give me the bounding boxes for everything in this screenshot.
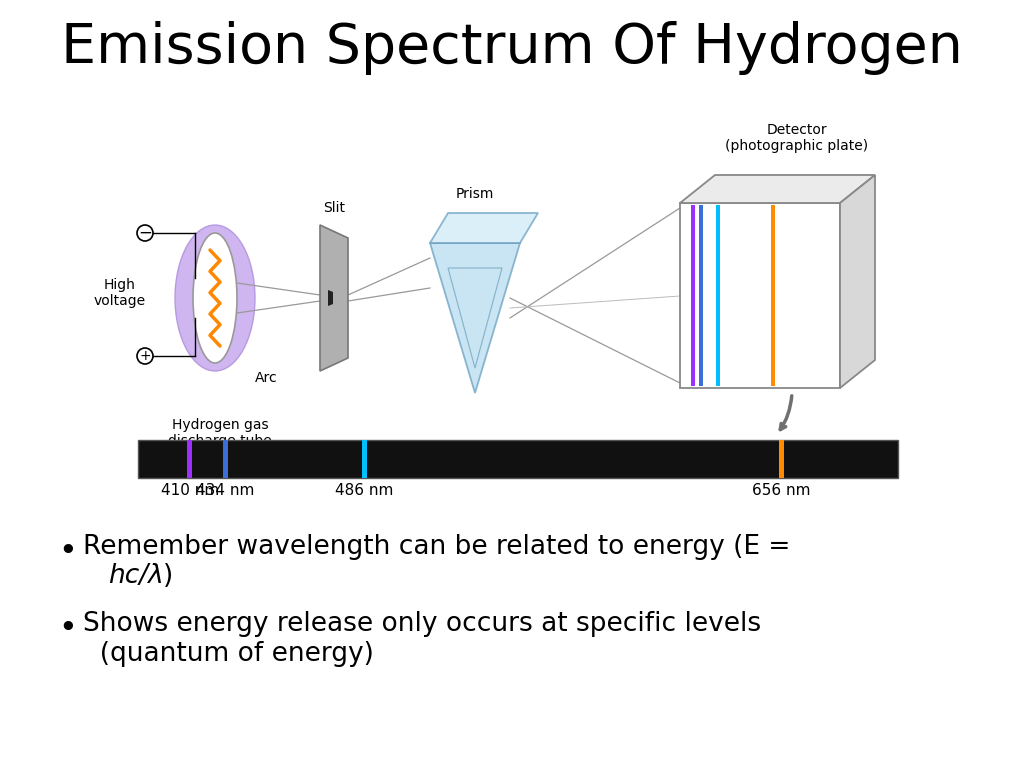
Circle shape — [137, 225, 153, 241]
Text: Emission Spectrum Of Hydrogen: Emission Spectrum Of Hydrogen — [61, 21, 963, 75]
Text: High
voltage: High voltage — [94, 278, 146, 308]
Bar — [223, 440, 228, 478]
Bar — [779, 440, 784, 478]
Text: 656 nm: 656 nm — [753, 483, 811, 498]
Text: Hydrogen gas
discharge tube: Hydrogen gas discharge tube — [168, 418, 272, 449]
Text: •: • — [58, 613, 77, 644]
Text: ): ) — [163, 563, 173, 589]
Text: 410 nm: 410 nm — [161, 483, 219, 498]
Polygon shape — [430, 243, 520, 393]
Polygon shape — [680, 203, 840, 388]
Text: Prism: Prism — [456, 187, 495, 201]
Text: Slit: Slit — [323, 201, 345, 215]
Text: Detector
(photographic plate): Detector (photographic plate) — [725, 123, 868, 153]
Ellipse shape — [193, 233, 237, 363]
Ellipse shape — [175, 225, 255, 371]
Polygon shape — [680, 175, 874, 203]
Bar — [361, 440, 367, 478]
Text: 486 nm: 486 nm — [335, 483, 393, 498]
Polygon shape — [430, 213, 538, 243]
Text: Shows energy release only occurs at specific levels: Shows energy release only occurs at spec… — [83, 611, 761, 637]
Polygon shape — [319, 225, 348, 371]
Bar — [716, 205, 720, 386]
Bar — [691, 205, 695, 386]
Bar — [699, 205, 703, 386]
Text: Arc: Arc — [255, 371, 278, 385]
Bar — [187, 440, 193, 478]
Text: 434 nm: 434 nm — [197, 483, 255, 498]
Text: (quantum of energy): (quantum of energy) — [83, 641, 374, 667]
Text: +: + — [139, 349, 151, 363]
Text: hc/λ: hc/λ — [108, 563, 164, 589]
Polygon shape — [328, 290, 333, 306]
Polygon shape — [840, 175, 874, 388]
Bar — [138, 440, 898, 478]
Text: Remember wavelength can be related to energy (E =: Remember wavelength can be related to en… — [83, 534, 791, 560]
Circle shape — [137, 348, 153, 364]
Bar — [771, 205, 775, 386]
Text: •: • — [58, 536, 77, 567]
Text: −: − — [138, 224, 152, 242]
